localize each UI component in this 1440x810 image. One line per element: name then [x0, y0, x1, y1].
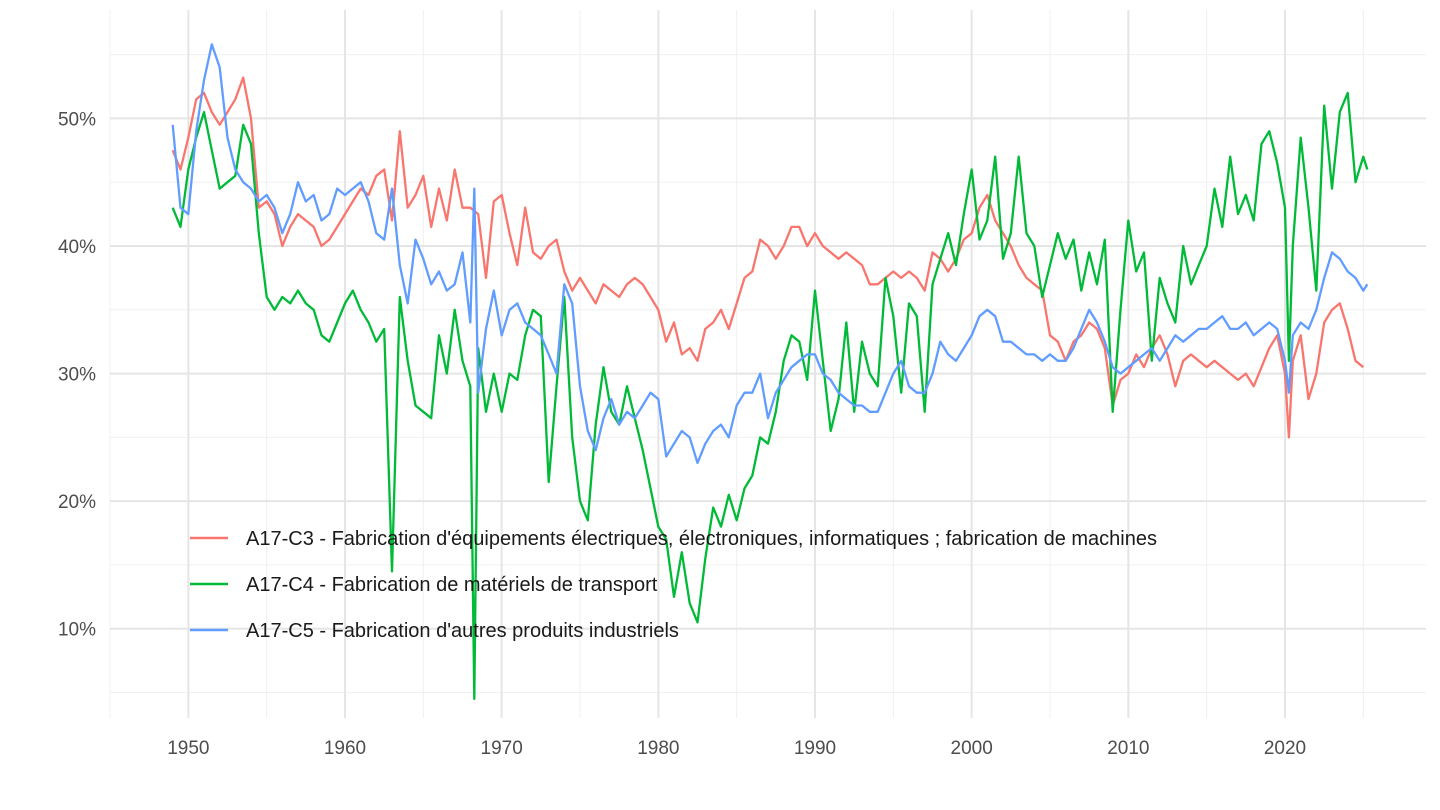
legend-item: A17-C5 - Fabrication d'autres produits i…: [190, 620, 679, 642]
y-tick-label: 10%: [58, 620, 96, 641]
legend-label: A17-C4 - Fabrication de matériels de tra…: [246, 574, 658, 596]
y-tick-label: 20%: [58, 492, 96, 513]
series-line-1: [171, 76, 1365, 439]
series-line-3: [171, 43, 1369, 465]
legend-label: A17-C3 - Fabrication d'équipements élect…: [246, 528, 1157, 550]
grid-major: [110, 10, 1426, 718]
series-layer: [171, 43, 1369, 701]
y-tick-label: 30%: [58, 365, 96, 386]
x-tick-label: 1970: [481, 738, 523, 759]
y-tick-label: 40%: [58, 237, 96, 258]
x-tick-label: 1980: [637, 738, 679, 759]
x-tick-label: 1990: [794, 738, 836, 759]
x-tick-label: 1950: [167, 738, 209, 759]
x-axis-tick-labels: 1950 1960 1970 1980 1990 2000 2010 2020: [167, 738, 1306, 759]
legend-item: A17-C4 - Fabrication de matériels de tra…: [190, 574, 658, 596]
y-tick-label: 50%: [58, 109, 96, 130]
x-tick-label: 2000: [951, 738, 993, 759]
legend-label: A17-C5 - Fabrication d'autres produits i…: [246, 620, 679, 642]
x-tick-label: 1960: [324, 738, 366, 759]
x-tick-label: 2010: [1107, 738, 1149, 759]
grid-minor: [109, 10, 1426, 718]
x-tick-label: 2020: [1264, 738, 1306, 759]
legend: A17-C3 - Fabrication d'équipements élect…: [190, 528, 1157, 642]
legend-item: A17-C3 - Fabrication d'équipements élect…: [190, 528, 1157, 550]
series-line-2: [171, 91, 1369, 701]
y-axis-tick-labels: 10% 20% 30% 40% 50%: [58, 109, 96, 640]
